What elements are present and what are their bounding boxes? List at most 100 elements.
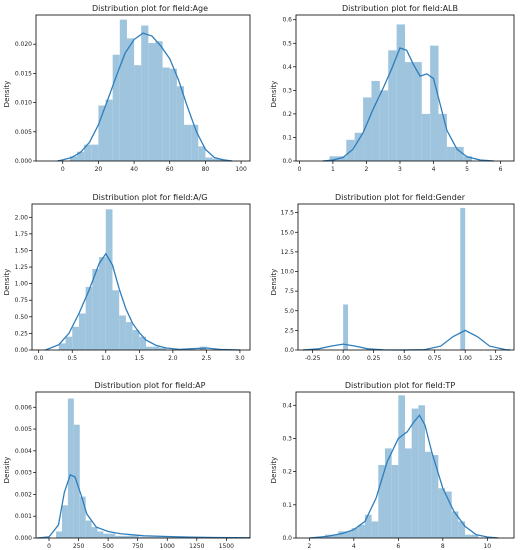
y-tick-label: 1.50 xyxy=(15,247,29,254)
histogram-bar xyxy=(103,533,110,538)
histogram-bar xyxy=(119,19,127,162)
histogram-bar xyxy=(460,207,466,350)
axes-frame xyxy=(35,14,251,162)
y-tick-label: 0.005 xyxy=(15,426,32,433)
x-tick-label: 0.5 xyxy=(67,355,77,362)
histogram-bar xyxy=(119,315,126,350)
histogram-bar xyxy=(205,157,213,161)
x-tick-label: 6 xyxy=(499,166,503,173)
axes-frame xyxy=(295,391,515,539)
kde-line xyxy=(37,473,251,539)
y-tick-label: 5.0 xyxy=(284,308,294,315)
y-tick-label: 0.010 xyxy=(15,100,32,107)
y-axis-label: Density xyxy=(3,457,11,484)
histogram-bar xyxy=(72,326,79,350)
histogram-bar xyxy=(331,534,339,538)
y-tick-label: 17.5 xyxy=(281,210,295,217)
y-axis-label: Density xyxy=(270,81,278,108)
y-tick-label: 10.0 xyxy=(281,269,295,276)
y-tick-label: 0.2 xyxy=(282,111,292,118)
histogram-bar xyxy=(91,144,99,161)
histogram-bar xyxy=(105,209,113,350)
y-tick-label: 7.5 xyxy=(284,288,294,295)
x-tick-label: 1250 xyxy=(189,543,204,550)
histogram-bar xyxy=(191,124,199,161)
y-tick-label: 1.25 xyxy=(15,264,29,271)
axes-frame xyxy=(297,203,515,351)
histogram-bar xyxy=(364,514,372,538)
histogram-bar xyxy=(109,533,116,538)
chart-title: Distribution plot for field:A/G xyxy=(93,193,208,202)
plot-area: 0.0 0.5 1.0 1.5 2.0 2.5 3.0 0.00 0.25 0.50 0.75 1.0… xyxy=(15,203,251,362)
histogram-bar xyxy=(112,54,120,161)
histogram-bar xyxy=(152,346,160,350)
histogram-bar xyxy=(455,146,464,161)
y-tick-label: 0.1 xyxy=(282,502,292,509)
histogram-bar xyxy=(337,156,347,161)
histogram-bar xyxy=(413,62,422,161)
y-tick-label: 0.0 xyxy=(282,535,292,542)
histogram-bar xyxy=(391,465,399,538)
x-tick-label: 0 xyxy=(297,166,301,173)
y-tick-label: 0.75 xyxy=(15,297,29,304)
x-tick-label: 1500 xyxy=(219,543,234,550)
x-tick-label: 4 xyxy=(352,543,356,550)
histogram-bar xyxy=(371,80,380,161)
histogram-bar xyxy=(67,398,74,538)
y-tick-label: 0.004 xyxy=(15,448,32,455)
histogram-bar xyxy=(98,105,106,161)
y-axis-label: Density xyxy=(3,269,11,296)
y-tick-label: 0.50 xyxy=(15,314,29,321)
y-axis-label: Density xyxy=(270,457,278,484)
histogram-bar xyxy=(338,531,345,538)
x-tick-label: 1.0 xyxy=(101,355,111,362)
chart-title: Distribution plot for field:Age xyxy=(92,4,208,13)
histogram-bar xyxy=(78,313,86,350)
histogram-bar xyxy=(138,537,191,538)
histogram-bar xyxy=(148,43,156,161)
histogram-bar xyxy=(343,304,349,350)
histogram-bar xyxy=(97,531,104,538)
axes-frame xyxy=(31,203,251,351)
kde-line xyxy=(322,47,494,162)
subplot-ag: Distribution plot for field:A/G Density … xyxy=(3,193,251,362)
y-tick-label: 0.006 xyxy=(15,404,32,411)
y-tick-label: 0.015 xyxy=(15,70,32,77)
histogram-bar xyxy=(212,158,224,161)
histogram-bar xyxy=(430,45,439,161)
histogram-bar xyxy=(92,269,100,350)
x-tick-label: -0.25 xyxy=(305,355,321,362)
y-axis-label: Density xyxy=(270,269,278,296)
x-tick-label: 2 xyxy=(365,166,369,173)
y-axis-label: Density xyxy=(3,81,11,108)
histogram-bar xyxy=(438,113,447,161)
histogram-bar xyxy=(56,531,63,538)
histogram-bar xyxy=(446,146,456,161)
histogram-bar xyxy=(132,330,140,350)
y-tick-label: 2.00 xyxy=(15,214,29,221)
histogram-bar xyxy=(79,496,86,538)
histogram-bar xyxy=(398,395,405,538)
histogram-bar xyxy=(384,448,392,538)
subplot-tp: Distribution plot for field:TP Density 2… xyxy=(270,381,515,550)
axes-frame xyxy=(35,391,251,539)
histogram-bar xyxy=(141,25,149,162)
histogram-bar xyxy=(162,67,170,161)
y-tick-label: 12.5 xyxy=(281,249,295,256)
histogram-bar xyxy=(405,448,412,538)
subplot-ap: Distribution plot for field:AP Density 0… xyxy=(3,381,251,550)
y-tick-label: 2.5 xyxy=(284,327,294,334)
x-tick-label: 3.0 xyxy=(235,355,245,362)
histogram-bar xyxy=(85,520,92,538)
histogram-bar xyxy=(465,534,472,538)
x-tick-label: 500 xyxy=(102,543,114,550)
y-tick-label: 0.2 xyxy=(282,469,292,476)
histogram-bar xyxy=(329,156,338,161)
y-tick-label: 1.75 xyxy=(15,231,29,238)
histogram-bar xyxy=(421,113,431,161)
histogram-bar xyxy=(405,62,414,161)
subplot-alb: Distribution plot for field:ALB Density … xyxy=(270,4,515,173)
histogram-bar xyxy=(84,144,92,161)
x-tick-label: 2 xyxy=(307,543,311,550)
